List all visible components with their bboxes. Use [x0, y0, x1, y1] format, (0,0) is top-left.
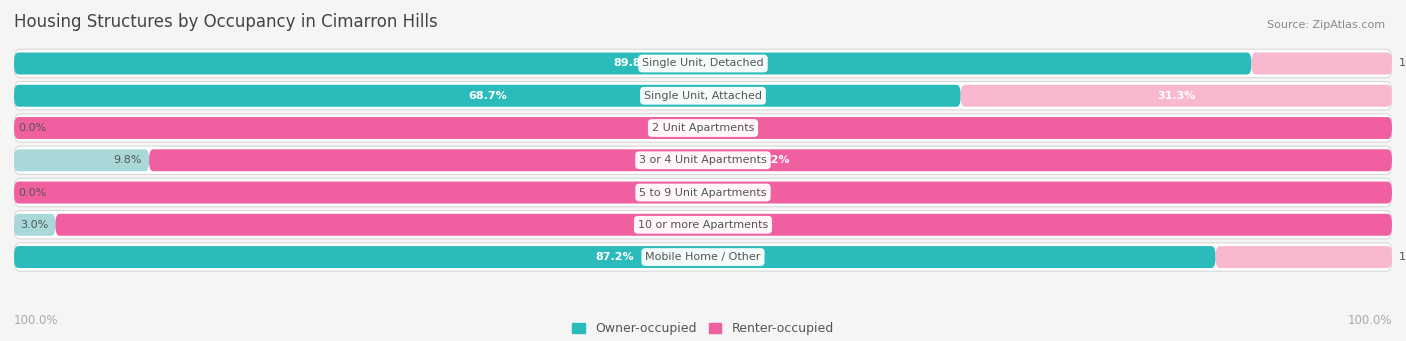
Text: 68.7%: 68.7%: [468, 91, 506, 101]
Text: 9.8%: 9.8%: [114, 155, 142, 165]
Legend: Owner-occupied, Renter-occupied: Owner-occupied, Renter-occupied: [568, 317, 838, 340]
Text: 10 or more Apartments: 10 or more Apartments: [638, 220, 768, 230]
Text: 100.0%: 100.0%: [1347, 314, 1392, 327]
Text: 5 to 9 Unit Apartments: 5 to 9 Unit Apartments: [640, 188, 766, 197]
Text: 3 or 4 Unit Apartments: 3 or 4 Unit Apartments: [640, 155, 766, 165]
FancyBboxPatch shape: [14, 117, 1392, 139]
Text: 10.2%: 10.2%: [1399, 59, 1406, 69]
Text: 31.3%: 31.3%: [1157, 91, 1195, 101]
Text: 0.0%: 0.0%: [18, 123, 46, 133]
FancyBboxPatch shape: [14, 214, 55, 236]
FancyBboxPatch shape: [1216, 246, 1392, 268]
FancyBboxPatch shape: [14, 178, 1392, 207]
FancyBboxPatch shape: [14, 181, 1392, 204]
FancyBboxPatch shape: [149, 149, 1392, 171]
Text: Mobile Home / Other: Mobile Home / Other: [645, 252, 761, 262]
FancyBboxPatch shape: [1251, 53, 1392, 74]
Text: 100.0%: 100.0%: [681, 188, 725, 197]
FancyBboxPatch shape: [14, 146, 1392, 175]
Text: 0.0%: 0.0%: [18, 188, 46, 197]
Text: Single Unit, Attached: Single Unit, Attached: [644, 91, 762, 101]
Text: 3.0%: 3.0%: [20, 220, 48, 230]
FancyBboxPatch shape: [14, 85, 960, 107]
Text: Housing Structures by Occupancy in Cimarron Hills: Housing Structures by Occupancy in Cimar…: [14, 13, 437, 31]
FancyBboxPatch shape: [14, 81, 1392, 110]
Text: 90.2%: 90.2%: [751, 155, 790, 165]
Text: Single Unit, Detached: Single Unit, Detached: [643, 59, 763, 69]
FancyBboxPatch shape: [55, 214, 1392, 236]
Text: 100.0%: 100.0%: [681, 123, 725, 133]
Text: 100.0%: 100.0%: [14, 314, 59, 327]
FancyBboxPatch shape: [14, 53, 1251, 74]
Text: 2 Unit Apartments: 2 Unit Apartments: [652, 123, 754, 133]
FancyBboxPatch shape: [14, 243, 1392, 271]
Text: 87.2%: 87.2%: [596, 252, 634, 262]
FancyBboxPatch shape: [960, 85, 1392, 107]
FancyBboxPatch shape: [14, 149, 149, 171]
Text: 12.8%: 12.8%: [1399, 252, 1406, 262]
FancyBboxPatch shape: [14, 211, 1392, 239]
FancyBboxPatch shape: [14, 246, 1216, 268]
Text: Source: ZipAtlas.com: Source: ZipAtlas.com: [1267, 20, 1385, 30]
Text: 89.8%: 89.8%: [613, 59, 652, 69]
Text: 97.0%: 97.0%: [704, 220, 742, 230]
FancyBboxPatch shape: [14, 114, 1392, 142]
FancyBboxPatch shape: [14, 49, 1392, 78]
